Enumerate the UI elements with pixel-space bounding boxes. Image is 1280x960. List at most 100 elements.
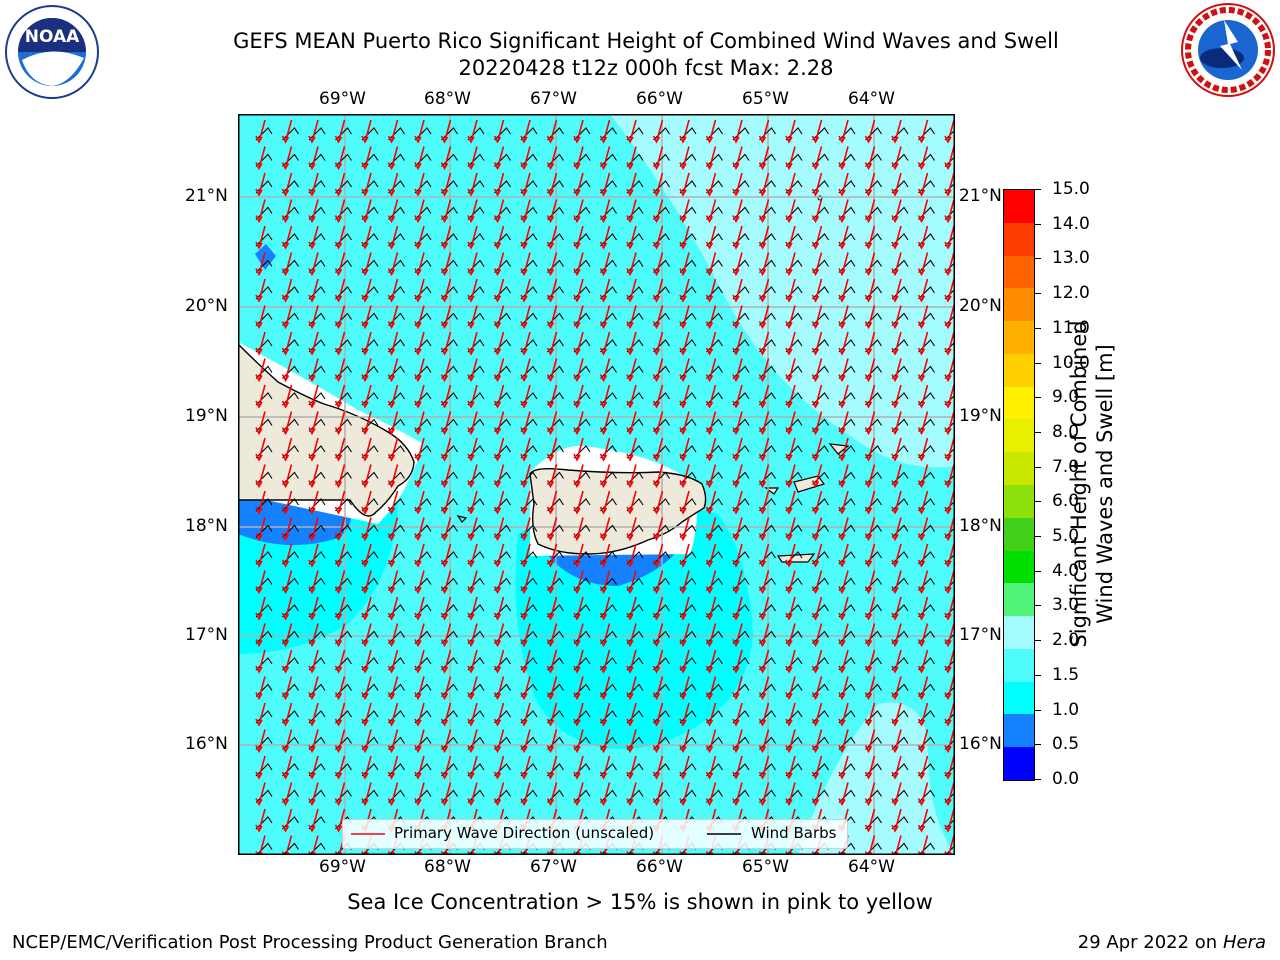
wave-direction-arrow <box>838 384 849 409</box>
wave-direction-arrow <box>255 702 266 727</box>
wave-direction-arrow <box>255 384 266 409</box>
wave-direction-arrow <box>440 543 452 568</box>
wave-direction-arrow <box>467 702 478 727</box>
wave-direction-arrow <box>573 517 584 542</box>
colorbar-tick-mark <box>1035 501 1041 503</box>
wave-direction-arrow <box>864 649 876 674</box>
wave-direction-arrow <box>758 464 770 489</box>
wave-direction-arrow <box>838 676 849 701</box>
wave-direction-arrow <box>652 596 664 621</box>
wave-direction-arrow <box>785 146 796 171</box>
wave-direction-arrow <box>732 305 743 330</box>
wave-direction-arrow <box>334 331 346 356</box>
wave-direction-arrow <box>758 146 770 171</box>
wave-direction-arrow <box>785 729 796 754</box>
wave-direction-arrow <box>679 225 690 250</box>
wave-direction-arrow <box>308 676 319 701</box>
wave-direction-arrow <box>679 570 690 595</box>
wave-direction-arrow <box>361 729 372 754</box>
wave-arrows <box>255 119 955 855</box>
wave-direction-arrow <box>679 543 690 568</box>
wave-direction-arrow <box>440 199 452 224</box>
wave-direction-arrow <box>440 755 452 780</box>
wave-direction-arrow <box>732 676 743 701</box>
wave-direction-arrow <box>546 384 558 409</box>
colorbar-tick-mark <box>1035 258 1041 260</box>
land-st-croix <box>776 553 816 563</box>
wave-direction-arrow <box>546 729 558 754</box>
wave-direction-arrow <box>944 225 955 250</box>
wave-direction-arrow <box>361 596 372 621</box>
wave-direction-arrow <box>944 358 955 383</box>
wave-direction-arrow <box>414 384 425 409</box>
wave-direction-arrow <box>679 437 690 462</box>
wave-direction-arrow <box>546 278 558 303</box>
wave-direction-arrow <box>626 331 637 356</box>
wave-direction-arrow <box>255 649 266 674</box>
wave-direction-arrow <box>546 225 558 250</box>
lat-label-right: 18°N <box>959 516 1002 536</box>
wave-direction-arrow <box>705 464 717 489</box>
wave-direction-arrow <box>679 517 690 542</box>
wave-direction-arrow <box>944 517 955 542</box>
wave-direction-arrow <box>361 543 372 568</box>
wave-direction-arrow <box>944 808 955 833</box>
wave-direction-arrow <box>864 305 876 330</box>
wave-direction-arrow <box>520 358 531 383</box>
wave-direction-arrow <box>838 649 849 674</box>
wave-direction-arrow <box>811 437 823 462</box>
wave-direction-arrow <box>838 570 849 595</box>
wave-direction-arrow <box>493 517 505 542</box>
wave-direction-arrow <box>811 649 823 674</box>
wave-direction-arrow <box>917 490 929 515</box>
colorbar-segment <box>1004 746 1034 780</box>
wave-direction-arrow <box>520 331 531 356</box>
wave-direction-arrow <box>361 702 372 727</box>
wave-direction-arrow <box>838 782 849 807</box>
wave-direction-arrow <box>467 172 478 197</box>
wave-direction-arrow <box>308 331 319 356</box>
wave-direction-arrow <box>281 305 293 330</box>
wave-direction-arrow <box>626 729 637 754</box>
wave-direction-arrow <box>387 252 399 277</box>
wave-direction-arrow <box>705 517 717 542</box>
wave-arrow-legend-swatch <box>351 833 385 835</box>
wave-direction-arrow <box>334 623 346 648</box>
wave-direction-arrow <box>758 331 770 356</box>
wave-direction-arrow <box>255 437 266 462</box>
wave-direction-arrow <box>361 305 372 330</box>
wave-direction-arrow <box>308 623 319 648</box>
land-mona-island <box>456 515 468 523</box>
wave-direction-arrow <box>387 517 399 542</box>
wave-direction-arrow <box>361 649 372 674</box>
lon-label-top: 67°W <box>530 89 577 109</box>
wave-direction-arrow <box>573 729 584 754</box>
wave-direction-arrow <box>944 384 955 409</box>
wave-direction-arrow <box>891 676 902 701</box>
wave-direction-arrow <box>705 437 717 462</box>
wave-direction-arrow <box>387 358 399 383</box>
wave-direction-arrow <box>891 464 902 489</box>
wave-direction-arrow <box>652 225 664 250</box>
colorbar-tick-mark <box>1035 431 1041 433</box>
wave-direction-arrow <box>838 517 849 542</box>
wave-direction-arrow <box>652 411 664 436</box>
wave-direction-arrow <box>387 649 399 674</box>
wave-direction-arrow <box>440 331 452 356</box>
wave-direction-arrow <box>758 755 770 780</box>
wave-direction-arrow <box>520 782 531 807</box>
wave-direction-arrow <box>361 331 372 356</box>
wave-direction-arrow <box>334 517 346 542</box>
wave-direction-arrow <box>864 146 876 171</box>
wave-direction-arrow <box>917 676 929 701</box>
wave-direction-arrow <box>811 225 823 250</box>
wave-direction-arrow <box>387 411 399 436</box>
wave-direction-arrow <box>626 384 637 409</box>
wave-direction-arrow <box>838 702 849 727</box>
colorbar-tick-mark <box>1035 466 1041 468</box>
wave-direction-arrow <box>917 305 929 330</box>
lon-label-top: 66°W <box>636 89 683 109</box>
wave-direction-arrow <box>626 543 637 568</box>
wave-direction-arrow <box>785 755 796 780</box>
wave-direction-arrow <box>917 464 929 489</box>
